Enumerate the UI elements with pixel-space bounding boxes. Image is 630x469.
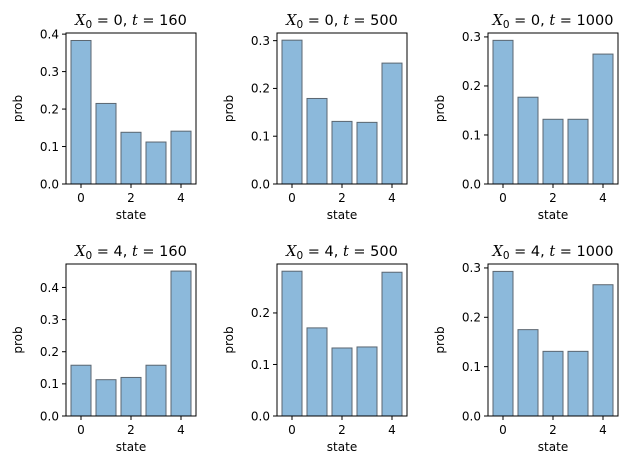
x-tick-label: 2 [127, 191, 135, 205]
bar-state-0 [492, 270, 514, 417]
x-tick-label: 4 [388, 423, 396, 437]
subplot-title: X0 = 0, t = 500 [285, 13, 398, 31]
y-axis-label: prob [11, 326, 25, 353]
x-tick-label: 4 [177, 423, 185, 437]
bar-state-2 [542, 118, 564, 185]
y-tick-label: 0.0 [251, 409, 270, 423]
bar-state-2 [542, 350, 564, 417]
y-tick-label: 0.1 [251, 130, 270, 144]
x-tick-label: 2 [338, 191, 346, 205]
y-tick-label: 0.1 [462, 360, 481, 374]
y-tick-label: 0.2 [462, 79, 481, 93]
y-tick-label: 0.2 [251, 82, 270, 96]
subplot-4: 0.0 0.1 0.2 0.3 0.4 0 2 4 state prob X0 = 4, t = 1… [11, 244, 197, 454]
y-tick-label: 0.3 [40, 313, 59, 327]
bar-state-3 [145, 364, 167, 417]
bar-state-3 [145, 141, 167, 185]
y-tick-label: 0.1 [40, 377, 59, 391]
y-tick-label: 0.0 [251, 177, 270, 191]
y-axis-label: prob [222, 326, 236, 353]
subplot-title: X0 = 4, t = 500 [285, 244, 398, 262]
bar-state-3 [567, 118, 589, 185]
bar-state-2 [120, 376, 142, 417]
bar-state-1 [306, 327, 328, 417]
subplot-2: 0.0 0.1 0.2 0.3 0 2 4 state prob X0 = 0, t = 500 [222, 13, 408, 222]
bar-state-0 [281, 270, 303, 417]
bar-state-3 [356, 346, 378, 417]
y-tick-label: 0.0 [462, 409, 481, 423]
x-tick-label: 4 [599, 423, 607, 437]
bar-state-0 [281, 39, 303, 185]
bar-state-3 [356, 121, 378, 185]
subplot-title: X0 = 4, t = 160 [74, 244, 187, 262]
bar-state-2 [120, 131, 142, 185]
bar-state-1 [517, 96, 539, 185]
y-tick-label: 0.0 [462, 177, 481, 191]
bar-state-1 [306, 97, 328, 185]
y-tick-label: 0.3 [40, 65, 59, 79]
subplot-title: X0 = 0, t = 1000 [492, 13, 614, 31]
x-tick-label: 4 [177, 191, 185, 205]
y-tick-label: 0.0 [40, 409, 59, 423]
y-tick-label: 0.2 [40, 102, 59, 116]
bar-state-4 [170, 130, 192, 185]
y-tick-label: 0.2 [40, 345, 59, 359]
bar-state-1 [95, 102, 117, 185]
bar-state-1 [95, 379, 117, 417]
x-tick-label: 4 [599, 191, 607, 205]
bar-state-4 [381, 271, 403, 417]
bar-state-3 [567, 350, 589, 417]
x-tick-label: 4 [388, 191, 396, 205]
x-tick-label: 0 [499, 423, 507, 437]
x-tick-label: 0 [288, 423, 296, 437]
y-tick-label: 0.3 [251, 34, 270, 48]
bar-state-4 [592, 284, 614, 417]
y-axis-label: prob [433, 95, 447, 122]
x-tick-label: 0 [77, 423, 85, 437]
bar-state-0 [492, 39, 514, 185]
y-tick-label: 0.3 [462, 30, 481, 44]
bar-state-2 [331, 347, 353, 417]
bar-state-0 [70, 364, 92, 417]
subplot-3: 0.0 0.1 0.2 0.3 0 2 4 state prob X0 = 0, t = 1000 [433, 13, 619, 222]
x-tick-label: 2 [127, 423, 135, 437]
x-tick-label: 0 [288, 191, 296, 205]
subplot-5: 0.0 0.1 0.2 0 2 4 state prob X0 = 4, t = 500 [222, 244, 408, 454]
subplot-title: X0 = 4, t = 1000 [492, 244, 614, 262]
y-tick-label: 0.1 [40, 140, 59, 154]
x-tick-label: 2 [549, 423, 557, 437]
bar-state-4 [381, 62, 403, 185]
x-axis-label: state [116, 440, 146, 454]
subplot-6: 0.0 0.1 0.2 0.3 0 2 4 state prob X0 = 4, t = 1000 [433, 244, 619, 454]
x-tick-label: 2 [338, 423, 346, 437]
bar-state-4 [592, 53, 614, 185]
bar-state-2 [331, 120, 353, 185]
x-axis-label: state [538, 208, 568, 222]
y-tick-label: 0.2 [251, 306, 270, 320]
bar-state-0 [70, 39, 92, 185]
y-axis-label: prob [222, 95, 236, 122]
subplot-title: X0 = 0, t = 160 [74, 13, 187, 31]
x-axis-label: state [116, 208, 146, 222]
x-tick-label: 0 [77, 191, 85, 205]
y-tick-label: 0.1 [462, 128, 481, 142]
y-tick-label: 0.0 [40, 177, 59, 191]
y-tick-label: 0.3 [462, 261, 481, 275]
subplot-1: 0.0 0.1 0.2 0.3 0.4 0 2 4 state prob X0 = 0, t = 1… [11, 13, 197, 222]
bar-state-4 [170, 270, 192, 417]
x-axis-label: state [327, 440, 357, 454]
y-tick-label: 0.4 [40, 281, 59, 295]
y-tick-label: 0.4 [40, 27, 59, 41]
y-tick-label: 0.1 [251, 358, 270, 372]
x-axis-label: state [538, 440, 568, 454]
x-tick-label: 2 [549, 191, 557, 205]
x-tick-label: 0 [499, 191, 507, 205]
y-axis-label: prob [11, 95, 25, 122]
bar-state-1 [517, 329, 539, 417]
y-axis-label: prob [433, 326, 447, 353]
y-tick-label: 0.2 [462, 311, 481, 325]
x-axis-label: state [327, 208, 357, 222]
